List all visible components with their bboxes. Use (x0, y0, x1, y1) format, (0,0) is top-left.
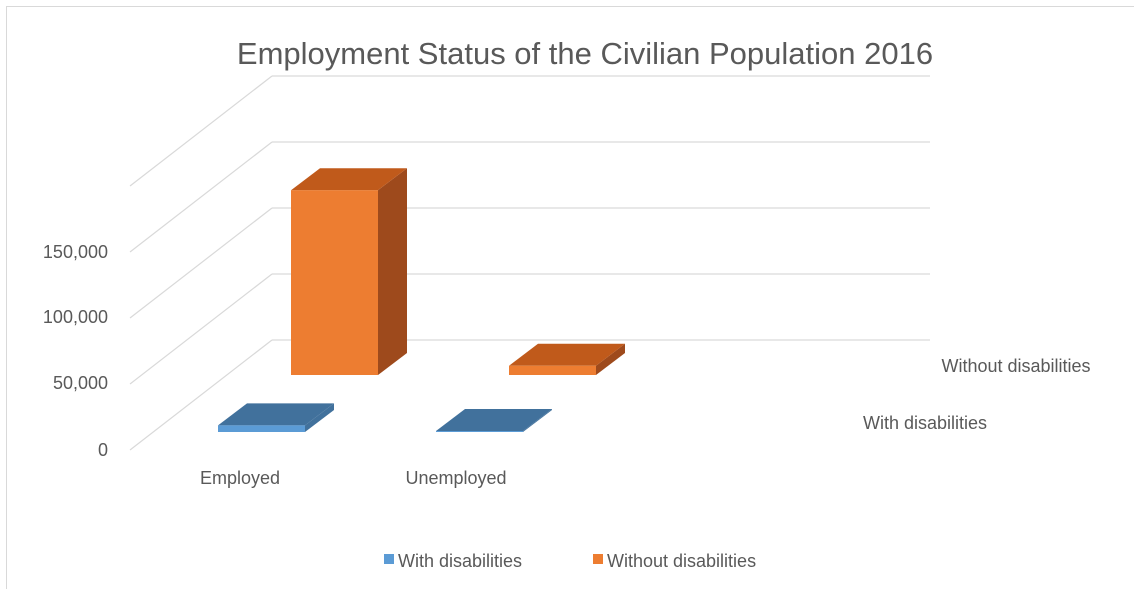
legend-label-with-disabilities: With disabilities (398, 551, 522, 571)
bar-top-with-disabilities-unemployed (436, 409, 552, 431)
bar-without-disabilities-employed (291, 190, 378, 375)
gridline-diagonal-2 (129, 207, 273, 319)
gridline-diagonal-0 (129, 339, 273, 451)
chart-title: Employment Status of the Civilian Popula… (237, 36, 933, 71)
bar-top-with-disabilities-employed (218, 403, 334, 426)
category-label-unemployed: Unemployed (405, 468, 506, 488)
legend-swatch-with-disabilities (384, 554, 394, 564)
bar-side-with-disabilities-employed (305, 403, 334, 432)
bar-top-without-disabilities-unemployed (509, 343, 625, 366)
chart-area (6, 6, 1134, 589)
bar-with-disabilities-unemployed (436, 431, 523, 432)
y-tick-150000: 150,000 (43, 242, 108, 262)
gridline-diagonal-3 (129, 141, 273, 253)
gridlines (129, 75, 930, 451)
y-tick-100000: 100,000 (43, 307, 108, 327)
depth-label-without-disabilities: Without disabilities (941, 356, 1090, 376)
legend: With disabilities Without disabilities (384, 551, 756, 571)
bar-top-without-disabilities-employed (291, 168, 407, 191)
bar-without-disabilities-unemployed (509, 365, 596, 375)
legend-swatch-without-disabilities (593, 554, 603, 564)
y-tick-50000: 50,000 (53, 373, 108, 393)
bar-side-without-disabilities-employed (378, 168, 407, 375)
gridline-diagonal-4 (129, 75, 273, 187)
category-label-employed: Employed (200, 468, 280, 488)
bars (218, 168, 625, 432)
legend-label-without-disabilities: Without disabilities (607, 551, 756, 571)
bar-side-without-disabilities-unemployed (596, 343, 625, 375)
bar-with-disabilities-employed (218, 425, 305, 432)
y-tick-0: 0 (98, 440, 108, 460)
depth-label-with-disabilities: With disabilities (863, 413, 987, 433)
bar-side-with-disabilities-unemployed (523, 409, 552, 432)
gridline-diagonal-1 (129, 273, 273, 385)
